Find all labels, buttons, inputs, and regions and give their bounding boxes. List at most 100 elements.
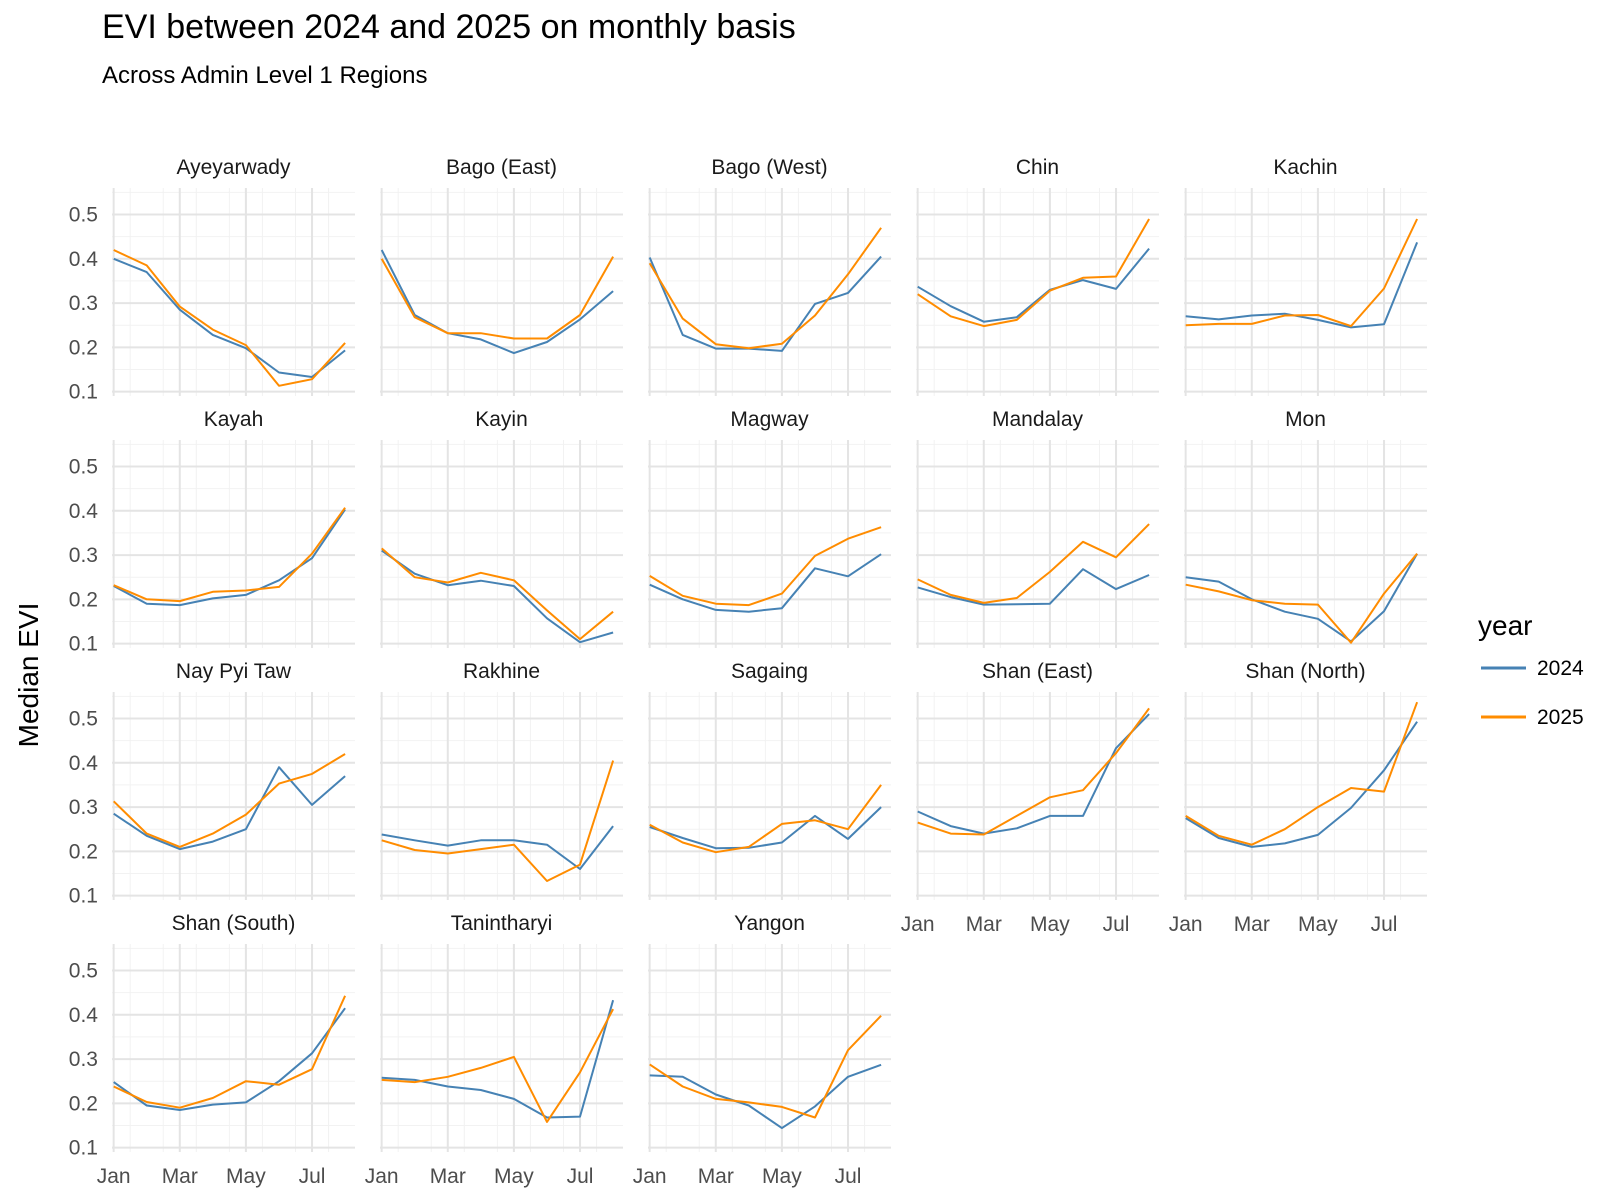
series-line-2024 (649, 806, 882, 850)
chart-title: EVI between 2024 and 2025 on monthly bas… (102, 8, 796, 46)
series-line-2025 (649, 526, 882, 607)
y-tick-label: 0.1 (69, 885, 98, 908)
series-line-2024 (113, 257, 346, 378)
series-line-2024 (1185, 553, 1418, 643)
y-tick-label: 0.3 (69, 544, 98, 567)
facet-strip-label: Tanintharyi (451, 912, 553, 935)
x-tick-label: Mar (1234, 913, 1270, 936)
facet-strip-label: Kachin (1273, 156, 1337, 179)
facet-panel: Yangon Jan Mar May Jul (633, 912, 891, 1188)
series-line-2024 (381, 825, 614, 870)
x-tick-label: Jul (567, 1165, 594, 1188)
x-tick-label: Jan (901, 913, 935, 936)
series-line-2025 (380, 256, 614, 340)
series-line-2025 (917, 523, 1150, 604)
x-tick-label: Jul (1371, 913, 1398, 936)
series-line-2025 (113, 995, 347, 1109)
y-axis-label: Median EVI (13, 603, 44, 748)
series-line-2024 (113, 508, 346, 607)
facet-panel: Shan (North) Jan Mar May Jul (1169, 660, 1427, 936)
series-line-2024 (1185, 242, 1419, 329)
series-line-2024 (648, 255, 882, 352)
series-line-2024 (381, 549, 614, 644)
facet-panels: Ayeyarwady 0.1 0.2 0.3 0.4 0.5 Bago (East) Bago… (69, 156, 1427, 1188)
y-tick-label: 0.5 (69, 960, 98, 983)
series-line-2024 (649, 1063, 882, 1130)
x-tick-label: May (1298, 913, 1338, 936)
facet-panel: Chin (916, 156, 1159, 396)
facet-panel: Kachin (1184, 156, 1427, 396)
x-tick-label: May (494, 1165, 534, 1188)
facet-panel: Nay Pyi Taw 0.1 0.2 0.3 0.4 0.5 (69, 660, 355, 908)
facet-panel: Magway (648, 408, 891, 648)
series-line-2024 (649, 553, 882, 613)
y-tick-label: 0.5 (69, 708, 98, 731)
series-line-2025 (1185, 218, 1419, 328)
facet-panel: Bago (East) (380, 156, 623, 396)
facet-strip-label: Bago (West) (711, 156, 827, 179)
y-tick-label: 0.3 (69, 796, 98, 819)
series-line-2025 (648, 227, 882, 350)
y-tick-label: 0.4 (69, 500, 99, 523)
y-tick-label: 0.3 (69, 292, 98, 315)
facet-panel: Shan (South) 0.1 0.2 0.3 0.4 0.5 Jan Mar May Jul (69, 912, 355, 1188)
facet-panel: Shan (East) Jan Mar May Jul (901, 660, 1159, 936)
series-line-2024 (1185, 721, 1418, 848)
series-line-2025 (1185, 553, 1418, 644)
x-tick-label: Mar (430, 1165, 466, 1188)
y-tick-label: 0.3 (69, 1048, 98, 1071)
facet-strip-label: Kayah (204, 408, 264, 431)
x-tick-label: Mar (698, 1165, 734, 1188)
x-tick-label: May (226, 1165, 266, 1188)
facet-strip-label: Rakhine (463, 660, 540, 683)
series-line-2025 (113, 753, 346, 848)
facet-strip-label: Mon (1285, 408, 1326, 431)
x-tick-label: Jan (633, 1165, 667, 1188)
y-tick-label: 0.2 (69, 588, 98, 611)
series-line-2025 (917, 707, 1150, 836)
y-tick-label: 0.4 (69, 1004, 99, 1027)
series-line-2025 (917, 218, 1150, 328)
facet-panel: Rakhine (380, 660, 623, 900)
y-tick-label: 0.2 (69, 336, 98, 359)
y-tick-label: 0.1 (69, 633, 98, 656)
series-line-2025 (381, 547, 614, 641)
x-tick-label: May (762, 1165, 802, 1188)
legend-label: 2024 (1537, 657, 1584, 680)
series-line-2024 (380, 249, 614, 355)
facet-strip-label: Nay Pyi Taw (176, 660, 292, 683)
x-tick-label: Mar (966, 913, 1002, 936)
y-tick-label: 0.4 (69, 752, 99, 775)
facet-strip-label: Bago (East) (446, 156, 557, 179)
x-tick-label: Jan (1169, 913, 1203, 936)
facet-strip-label: Sagaing (731, 660, 808, 683)
facet-panel: Tanintharyi Jan Mar May Jul (365, 912, 623, 1188)
series-line-2025 (113, 507, 346, 603)
legend-title: year (1478, 610, 1532, 641)
y-tick-label: 0.1 (69, 381, 98, 404)
legend-label: 2025 (1537, 706, 1584, 729)
facet-panel: Bago (West) (648, 156, 891, 396)
facet-strip-label: Shan (North) (1245, 660, 1365, 683)
series-line-2024 (917, 568, 1150, 606)
facet-strip-label: Magway (730, 408, 809, 431)
y-tick-label: 0.2 (69, 840, 98, 863)
y-tick-label: 0.5 (69, 456, 98, 479)
y-tick-label: 0.2 (69, 1092, 98, 1115)
facet-strip-label: Mandalay (992, 408, 1084, 431)
facet-panel: Kayin (380, 408, 623, 648)
y-tick-label: 0.1 (69, 1137, 98, 1160)
series-line-2024 (917, 247, 1150, 323)
series-line-2024 (113, 1007, 346, 1111)
series-line-2025 (649, 784, 882, 854)
x-tick-label: Jul (835, 1165, 862, 1188)
series-line-2025 (381, 760, 615, 882)
x-tick-label: May (1030, 913, 1070, 936)
facet-panel: Mon (1184, 408, 1427, 648)
series-line-2025 (381, 1008, 614, 1123)
series-line-2025 (649, 1015, 882, 1119)
facet-panel: Ayeyarwady 0.1 0.2 0.3 0.4 0.5 (69, 156, 355, 404)
facet-strip-label: Shan (East) (982, 660, 1093, 683)
x-tick-label: Jul (299, 1165, 326, 1188)
